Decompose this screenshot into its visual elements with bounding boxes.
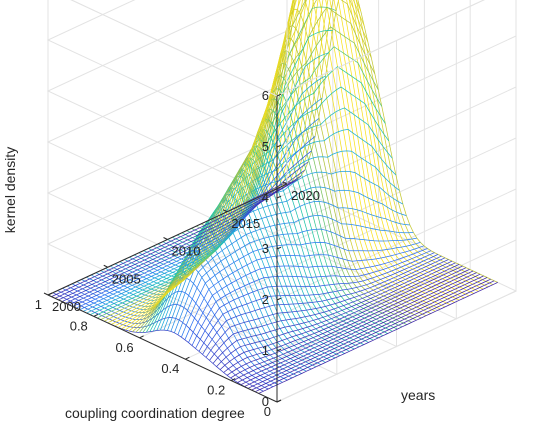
surface-line-x (82, 97, 323, 312)
surface-line-x (51, 181, 291, 297)
surface-line-x (177, 228, 417, 335)
surface-line-x (97, 6, 337, 319)
surface-line-x (86, 75, 326, 314)
surface-line-x (202, 255, 442, 355)
surface-line-x (75, 136, 316, 309)
surface-line-x (219, 264, 460, 370)
surface-line-x (184, 245, 425, 340)
y-tick-label: 2015 (231, 216, 260, 231)
surface-line-x (240, 273, 481, 385)
x-tick-label: 1 (35, 297, 42, 312)
surface-line-x (216, 262, 456, 367)
surface-line-x (209, 259, 449, 361)
surface-line-x (54, 181, 295, 299)
z-tick-label: 2 (262, 292, 269, 307)
surface-line-x (226, 267, 467, 376)
surface-line-x (230, 268, 470, 379)
x-tick-label: 0 (264, 404, 271, 419)
surface-line-x (191, 250, 432, 346)
surface-line-year (119, 199, 331, 361)
grid-line (185, 0, 425, 360)
x-tick-mark (47, 292, 53, 296)
surface-line-x (223, 265, 463, 373)
surface-line-x (104, 0, 296, 322)
surface-line-x (79, 118, 319, 311)
box-edge (70, 0, 278, 97)
grid-line (276, 86, 517, 199)
surface-line-x (68, 161, 309, 306)
x-tick-mark (139, 335, 144, 339)
x-tick-mark (230, 378, 236, 382)
y-tick-label: 2000 (52, 299, 81, 314)
surface-line-x (205, 257, 446, 358)
axis-line (47, 294, 278, 403)
y-tick-mark (103, 264, 108, 268)
z-tick-label: 5 (262, 139, 269, 154)
surface-line-x (139, 26, 379, 333)
box-edge (276, 290, 517, 403)
z-tick-mark (276, 348, 282, 352)
x-tick-label: 0.2 (207, 383, 225, 398)
z-tick-mark (276, 297, 282, 301)
x-axis-label: coupling coordination degree (65, 405, 245, 421)
surface-line-x (114, 0, 294, 327)
z-tick-mark (276, 93, 282, 97)
surface-line-x (255, 280, 495, 393)
z-tick-label: 6 (262, 88, 269, 103)
y-tick-label: 2005 (112, 271, 141, 286)
y-tick-mark (43, 292, 49, 296)
y-tick-mark (163, 237, 168, 240)
surface-line-x (61, 175, 302, 302)
surface-line-x (244, 275, 484, 387)
y-tick-mark (223, 209, 228, 213)
surface-line-x (121, 0, 362, 330)
surface-line-x (212, 260, 453, 364)
surface-line-x (118, 0, 295, 328)
box-edge (276, 0, 485, 97)
tick-labels: 0 1 2 3 4 5 6 0 0.2 0.4 0.6 0.8 1 2000 2005 2010 2015 202… (35, 88, 320, 419)
y-tick-label: 2010 (172, 244, 201, 259)
surface-line-x (160, 150, 400, 331)
grid-line (47, 96, 278, 403)
surface-line-x (181, 242, 421, 338)
surface-line-x (93, 30, 333, 317)
grid-line (276, 188, 517, 301)
surface-line-x (198, 254, 439, 352)
y-axis-label: years (401, 387, 435, 403)
surface-line-x (89, 52, 330, 316)
z-axis-label: kernel density (2, 147, 18, 233)
surface-line-x (188, 248, 428, 343)
z-tick-label: 4 (262, 190, 269, 205)
grid-line (47, 0, 288, 296)
z-tick-label: 3 (262, 241, 269, 256)
surface-line-x (247, 277, 488, 389)
surface-line-x (72, 150, 312, 307)
y-tick-mark (282, 181, 288, 185)
z-tick-mark (276, 195, 282, 199)
surface-line-x (251, 278, 491, 391)
z-tick-label: 1 (262, 343, 269, 358)
surface-line-x (174, 214, 414, 333)
surface-line-x (233, 270, 474, 381)
surface-line-x (258, 282, 498, 394)
x-tick-label: 0.4 (161, 361, 179, 376)
x-tick-mark (276, 399, 282, 403)
surface-line-x (58, 179, 298, 301)
z-tick-mark (276, 246, 282, 250)
x-tick-mark (93, 313, 99, 317)
y-tick-label: 2020 (291, 188, 320, 203)
x-tick-mark (185, 356, 190, 360)
x-tick-label: 0.6 (116, 340, 134, 355)
surface-mesh (47, 0, 498, 394)
x-tick-label: 0.8 (70, 318, 88, 333)
surface-line-x (195, 252, 435, 349)
z-tick-label: 0 (262, 394, 269, 409)
z-tick-mark (276, 144, 282, 148)
